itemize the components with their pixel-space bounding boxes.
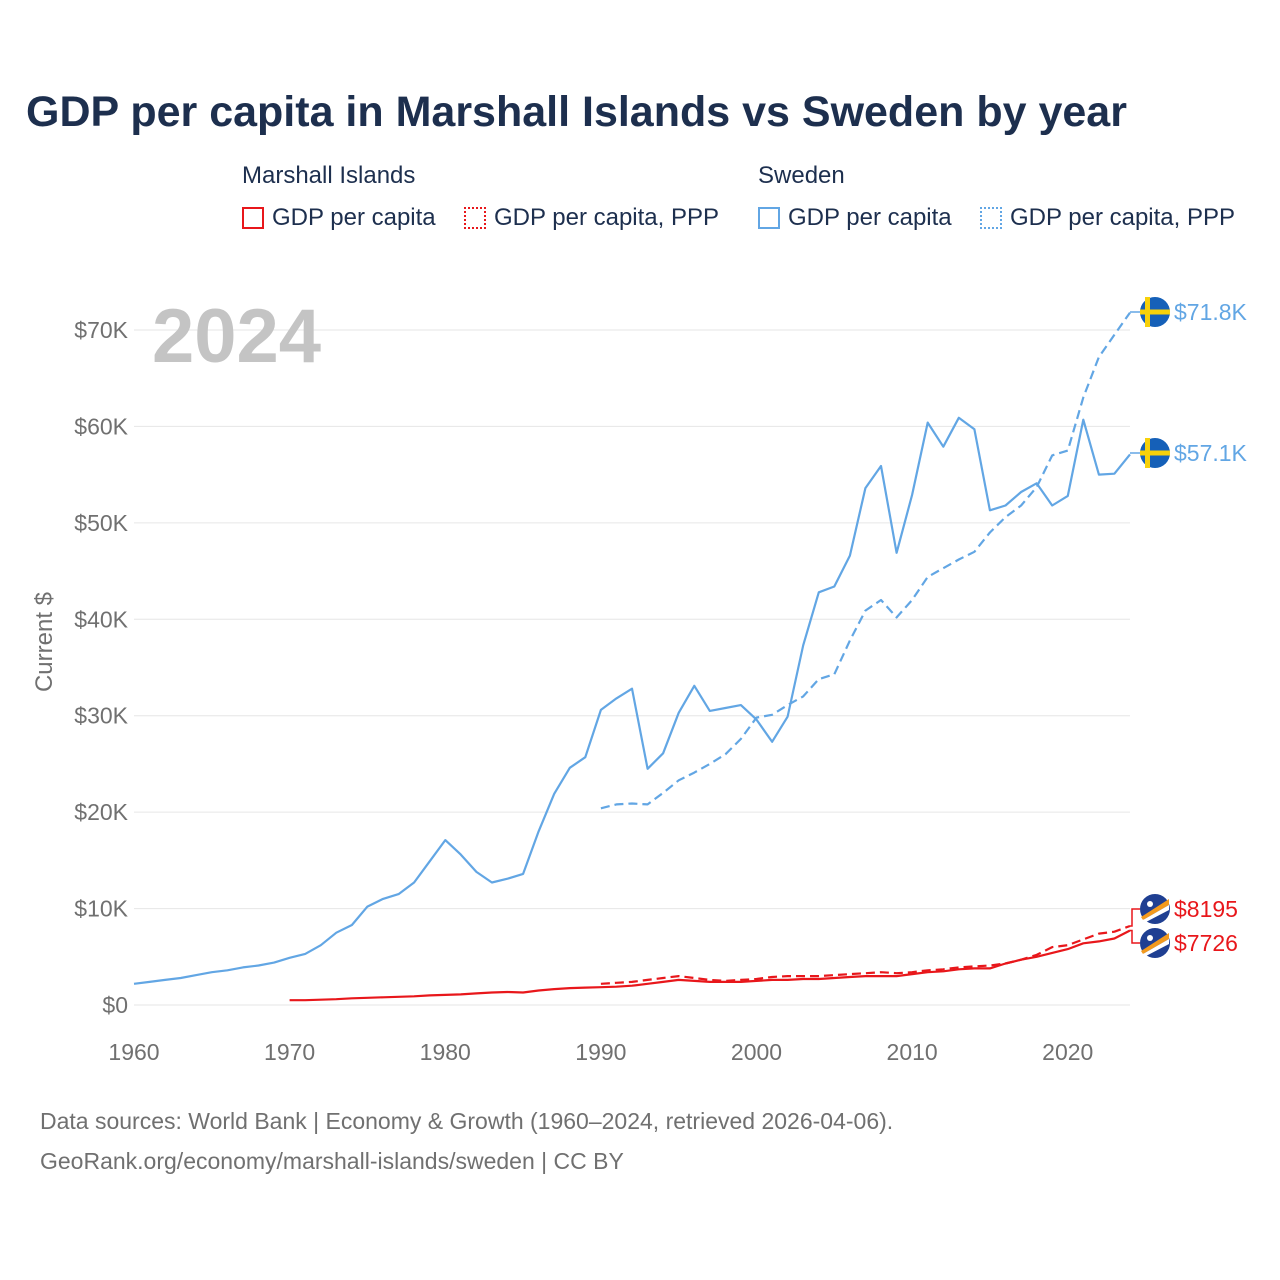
source-line-1: Data sources: World Bank | Economy & Gro… (40, 1108, 894, 1134)
sweden-flag-icon (1140, 297, 1170, 327)
legend-group-marshall-islands: Marshall Islands (242, 162, 416, 189)
legend-item-marshall-ppp[interactable]: GDP per capita, PPP (464, 204, 719, 232)
legend-item-sweden-gdp[interactable]: GDP per capita (758, 204, 952, 232)
y-tick-label: $20K (74, 799, 128, 825)
y-tick-label: $0 (102, 992, 128, 1018)
x-tick-label: 1980 (420, 1039, 471, 1065)
x-tick-label: 1960 (108, 1039, 159, 1065)
grid-lines (134, 329, 1130, 1006)
legend-label-marshall-gdp: GDP per capita (272, 204, 436, 231)
legend-label-marshall-ppp: GDP per capita, PPP (494, 204, 719, 231)
marshall-islands-flag-icon (1140, 894, 1170, 924)
marshall-ppp-line (600, 924, 1131, 985)
x-tick-label: 1970 (264, 1039, 315, 1065)
y-tick-label: $30K (74, 703, 128, 729)
end-markers: $71.8K $57.1K $8195 $7726 (1130, 297, 1248, 958)
y-tick-label: $10K (74, 896, 128, 922)
y-tick-label: $60K (74, 413, 128, 439)
x-tick-label: 2010 (887, 1039, 938, 1065)
marshall-islands-flag-icon (1140, 928, 1170, 958)
y-tick-label: $50K (74, 510, 128, 536)
y-tick-label: $40K (74, 606, 128, 632)
leader-line (1130, 929, 1140, 944)
legend-label-sweden-gdp: GDP per capita (788, 204, 952, 231)
marshall-gdp-line (289, 929, 1131, 1002)
legend-swatch-sweden-ppp (980, 207, 1002, 229)
series-lines (133, 311, 1131, 1002)
sweden-gdp-line (133, 416, 1131, 985)
sweden-ppp-line (600, 311, 1131, 810)
y-axis-ticks: $0 $10K $20K $30K $40K $50K $60K $70K (74, 317, 128, 1018)
legend-label-sweden-ppp: GDP per capita, PPP (1010, 204, 1235, 231)
legend-swatch-sweden-gdp (758, 207, 780, 229)
legend-group-sweden: Sweden (758, 162, 845, 189)
marshall-ppp-end-label: $8195 (1174, 896, 1238, 922)
x-axis-ticks: 1960 1970 1980 1990 2000 2010 2020 (108, 1039, 1093, 1065)
leader-line (1130, 908, 1140, 927)
x-tick-label: 2020 (1042, 1039, 1093, 1065)
legend-swatch-marshall-gdp (242, 207, 264, 229)
legend-item-sweden-ppp[interactable]: GDP per capita, PPP (980, 204, 1235, 232)
x-tick-label: 2000 (731, 1039, 782, 1065)
y-tick-label: $70K (74, 317, 128, 343)
legend-swatch-marshall-ppp (464, 207, 486, 229)
source-line-2[interactable]: GeoRank.org/economy/marshall-islands/swe… (40, 1148, 624, 1174)
year-watermark: 2024 (152, 294, 321, 379)
sweden-gdp-end-label: $57.1K (1174, 440, 1248, 466)
sweden-flag-icon (1140, 438, 1170, 468)
chart-title: GDP per capita in Marshall Islands vs Sw… (26, 88, 1127, 136)
legend-item-marshall-gdp[interactable]: GDP per capita (242, 204, 436, 232)
y-axis-label: Current $ (31, 592, 58, 692)
sweden-ppp-end-label: $71.8K (1174, 299, 1248, 325)
x-tick-label: 1990 (575, 1039, 626, 1065)
marshall-gdp-end-label: $7726 (1174, 930, 1238, 956)
